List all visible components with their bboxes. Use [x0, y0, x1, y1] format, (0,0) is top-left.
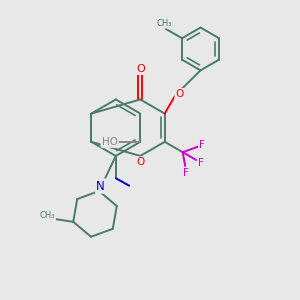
Text: O: O [136, 158, 144, 167]
Text: O: O [136, 64, 145, 74]
Text: CH₃: CH₃ [40, 211, 55, 220]
Text: F: F [198, 158, 204, 168]
Text: CH₃: CH₃ [156, 19, 172, 28]
Text: N: N [96, 179, 105, 193]
Text: HO: HO [102, 137, 118, 147]
Text: F: F [183, 168, 189, 178]
Text: O: O [176, 89, 184, 99]
Text: F: F [200, 140, 205, 150]
